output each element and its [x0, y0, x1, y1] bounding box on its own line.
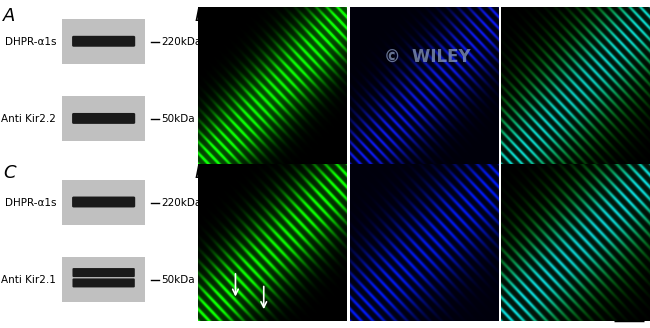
- FancyBboxPatch shape: [73, 278, 135, 287]
- Text: ©  WILEY: © WILEY: [384, 48, 471, 66]
- FancyBboxPatch shape: [73, 268, 135, 277]
- Text: DHPR-α1s: DHPR-α1s: [5, 197, 56, 208]
- Bar: [62, 257, 145, 302]
- Text: DHPR-α1s: DHPR-α1s: [5, 37, 56, 47]
- FancyBboxPatch shape: [72, 113, 135, 124]
- Text: 220kDa: 220kDa: [161, 197, 202, 208]
- Text: 50kDa: 50kDa: [161, 114, 195, 124]
- Text: 220kDa: 220kDa: [161, 37, 202, 47]
- Text: B: B: [195, 7, 207, 25]
- Text: Anti Kir2.2: Anti Kir2.2: [1, 114, 56, 124]
- Text: D: D: [195, 164, 209, 182]
- Text: 50kDa: 50kDa: [161, 275, 195, 285]
- FancyBboxPatch shape: [72, 36, 135, 47]
- Bar: [62, 96, 145, 141]
- Bar: [62, 180, 145, 225]
- Text: C: C: [3, 164, 16, 182]
- Bar: [62, 19, 145, 64]
- FancyBboxPatch shape: [72, 196, 135, 207]
- Text: Anti Kir2.1: Anti Kir2.1: [1, 275, 56, 285]
- Text: A: A: [3, 7, 16, 25]
